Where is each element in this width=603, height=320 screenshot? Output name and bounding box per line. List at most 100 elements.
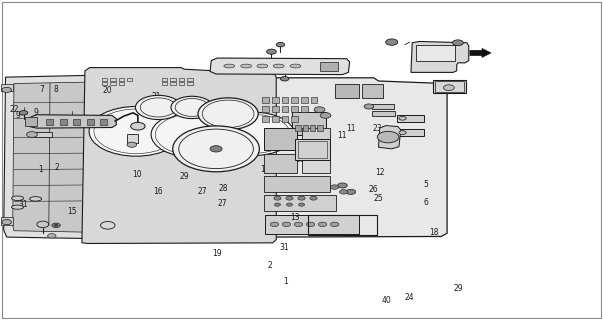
Text: 3: 3 [326, 204, 330, 213]
Circle shape [310, 196, 317, 200]
Bar [110, 82, 116, 85]
Circle shape [320, 113, 331, 118]
Text: 24: 24 [405, 293, 415, 302]
Ellipse shape [241, 64, 251, 68]
Bar [432, 80, 466, 93]
Circle shape [282, 222, 291, 227]
Text: 1: 1 [38, 165, 43, 174]
Bar [308, 215, 377, 235]
Bar [291, 107, 298, 112]
Circle shape [364, 104, 374, 109]
Bar [291, 116, 298, 122]
Bar [295, 139, 330, 160]
Circle shape [2, 220, 11, 225]
Bar [187, 78, 192, 81]
Ellipse shape [290, 64, 301, 68]
Text: 4: 4 [320, 197, 324, 206]
Circle shape [339, 190, 348, 194]
Circle shape [276, 43, 285, 47]
Text: 7: 7 [39, 85, 44, 94]
Text: 15: 15 [67, 207, 77, 216]
Circle shape [2, 87, 11, 92]
Circle shape [338, 183, 347, 188]
Text: 2: 2 [55, 163, 60, 172]
Bar [171, 78, 175, 81]
Bar [264, 176, 330, 192]
Text: 14: 14 [260, 165, 270, 174]
Bar [282, 107, 288, 112]
Bar [272, 97, 279, 103]
Ellipse shape [11, 205, 24, 209]
Ellipse shape [11, 196, 24, 200]
Bar [272, 107, 279, 112]
Text: 20: 20 [103, 86, 113, 95]
Circle shape [150, 87, 159, 92]
Circle shape [171, 96, 213, 119]
Polygon shape [253, 78, 447, 237]
Text: 21: 21 [151, 92, 160, 101]
Text: 17: 17 [211, 132, 221, 141]
Text: 11: 11 [346, 124, 356, 133]
Bar [262, 116, 269, 122]
Text: 31: 31 [280, 243, 289, 252]
Ellipse shape [443, 85, 454, 91]
Circle shape [150, 220, 159, 225]
Bar [272, 116, 279, 122]
Bar [148, 84, 160, 92]
Bar [187, 82, 192, 85]
Circle shape [386, 39, 398, 45]
Text: 18: 18 [429, 228, 438, 237]
Bar [302, 127, 330, 150]
Text: 25: 25 [374, 194, 384, 203]
Bar [102, 78, 107, 81]
Bar [317, 125, 323, 131]
Ellipse shape [257, 64, 268, 68]
Ellipse shape [399, 131, 406, 134]
Bar [46, 119, 53, 125]
Bar [127, 134, 138, 143]
Bar [60, 119, 67, 125]
Circle shape [294, 222, 303, 227]
Ellipse shape [224, 64, 235, 68]
Bar [100, 119, 107, 125]
Bar [148, 217, 160, 225]
Text: 8: 8 [54, 85, 58, 94]
Bar [282, 97, 288, 103]
Bar [264, 154, 297, 173]
Circle shape [274, 196, 281, 200]
Bar [335, 84, 359, 98]
Circle shape [314, 107, 325, 113]
Text: 27: 27 [197, 187, 207, 196]
Bar [262, 97, 269, 103]
Text: 40: 40 [382, 296, 392, 305]
Circle shape [89, 107, 183, 156]
Text: 23: 23 [373, 124, 382, 133]
Circle shape [54, 224, 58, 226]
Circle shape [330, 222, 339, 227]
Bar [320, 62, 338, 71]
Bar [292, 112, 326, 134]
Bar [1, 217, 13, 225]
Text: 9: 9 [15, 111, 20, 120]
Polygon shape [470, 49, 491, 57]
Circle shape [286, 196, 293, 200]
Circle shape [136, 95, 181, 120]
Circle shape [298, 196, 305, 200]
Bar [301, 97, 308, 103]
Bar [1, 84, 13, 92]
Text: 29: 29 [180, 172, 189, 181]
Circle shape [27, 132, 37, 137]
Bar [127, 78, 133, 81]
Circle shape [98, 234, 106, 238]
Bar [397, 129, 424, 136]
Polygon shape [4, 74, 162, 240]
Bar [282, 116, 288, 122]
Text: 31: 31 [19, 200, 28, 209]
Text: 5: 5 [423, 180, 428, 189]
Circle shape [19, 111, 28, 115]
Ellipse shape [399, 116, 406, 120]
Text: 26: 26 [369, 185, 379, 194]
Text: 16: 16 [154, 188, 163, 196]
Text: 28: 28 [218, 184, 228, 193]
Text: 10: 10 [132, 170, 142, 179]
